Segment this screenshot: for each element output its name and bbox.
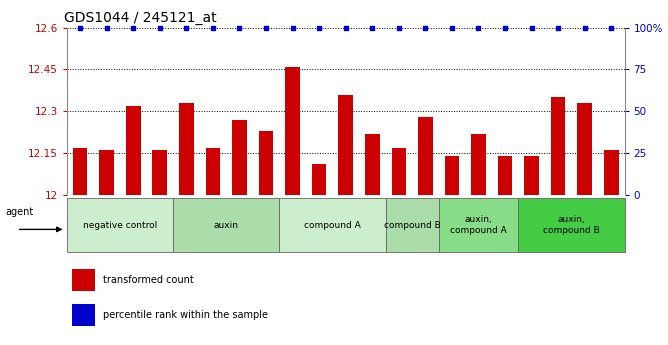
- Text: percentile rank within the sample: percentile rank within the sample: [103, 310, 268, 320]
- FancyBboxPatch shape: [173, 198, 279, 252]
- Point: [154, 25, 165, 30]
- Text: auxin: auxin: [214, 220, 238, 230]
- Bar: [232, 120, 246, 195]
- Point: [393, 25, 404, 30]
- Point: [102, 25, 112, 30]
- Bar: [604, 150, 619, 195]
- Text: compound B: compound B: [383, 220, 440, 230]
- FancyBboxPatch shape: [439, 198, 518, 252]
- Point: [447, 25, 458, 30]
- Bar: [152, 150, 167, 195]
- Text: auxin,
compound B: auxin, compound B: [543, 215, 600, 235]
- Point: [341, 25, 351, 30]
- Bar: [445, 156, 459, 195]
- Bar: [179, 103, 194, 195]
- FancyBboxPatch shape: [279, 198, 385, 252]
- Point: [287, 25, 298, 30]
- Point: [314, 25, 325, 30]
- Point: [420, 25, 431, 30]
- Bar: [365, 134, 379, 195]
- Bar: [72, 269, 95, 290]
- Point: [261, 25, 271, 30]
- Text: GDS1044 / 245121_at: GDS1044 / 245121_at: [64, 11, 216, 25]
- Point: [234, 25, 244, 30]
- Text: auxin,
compound A: auxin, compound A: [450, 215, 507, 235]
- Point: [526, 25, 537, 30]
- Bar: [498, 156, 512, 195]
- FancyBboxPatch shape: [518, 198, 625, 252]
- Bar: [206, 148, 220, 195]
- Point: [553, 25, 564, 30]
- Bar: [73, 148, 88, 195]
- Bar: [577, 103, 592, 195]
- Point: [367, 25, 377, 30]
- Text: transformed count: transformed count: [103, 275, 194, 285]
- Text: compound A: compound A: [304, 220, 361, 230]
- Point: [500, 25, 510, 30]
- Bar: [72, 304, 95, 326]
- Point: [579, 25, 590, 30]
- FancyBboxPatch shape: [67, 198, 173, 252]
- Point: [606, 25, 617, 30]
- Point: [473, 25, 484, 30]
- Bar: [100, 150, 114, 195]
- Bar: [285, 67, 300, 195]
- Bar: [339, 95, 353, 195]
- Bar: [471, 134, 486, 195]
- Point: [208, 25, 218, 30]
- Point: [75, 25, 86, 30]
- Text: negative control: negative control: [83, 220, 157, 230]
- Bar: [126, 106, 140, 195]
- Bar: [418, 117, 433, 195]
- Bar: [259, 131, 273, 195]
- Bar: [524, 156, 539, 195]
- FancyBboxPatch shape: [385, 198, 439, 252]
- Bar: [391, 148, 406, 195]
- Bar: [551, 97, 566, 195]
- Point: [181, 25, 192, 30]
- Text: agent: agent: [5, 207, 33, 217]
- Bar: [312, 164, 327, 195]
- Point: [128, 25, 138, 30]
